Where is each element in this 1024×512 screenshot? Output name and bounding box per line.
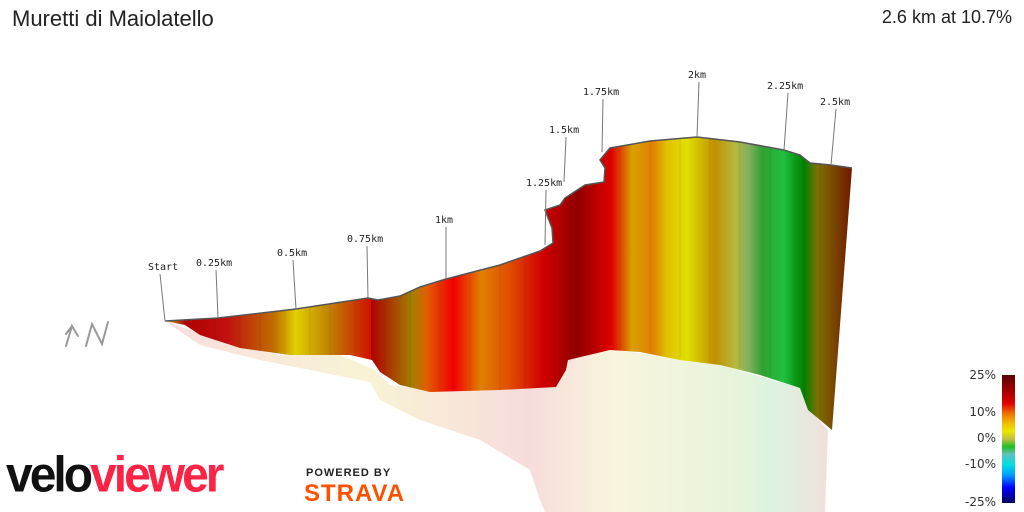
svg-text:1.25km: 1.25km (526, 178, 562, 189)
svg-text:1.75km: 1.75km (583, 87, 619, 98)
svg-text:-10%: -10% (965, 457, 996, 471)
svg-text:0.5km: 0.5km (277, 248, 307, 259)
ribbon-stripes (189, 138, 821, 420)
logo-viewer: viewer (90, 447, 224, 504)
marker-0-5km: 0.5km (277, 248, 307, 310)
strava-logo[interactable]: STRAVA (304, 480, 406, 507)
marker-2-5km: 2.5km (820, 97, 850, 166)
profile-ribbon (165, 137, 852, 430)
marker-2km: 2km (688, 70, 706, 138)
svg-text:1km: 1km (435, 215, 453, 226)
marker-start: Start (148, 262, 178, 322)
legend-color-bar (1002, 375, 1015, 503)
svg-text:10%: 10% (969, 405, 996, 419)
north-arrow-icon (65, 321, 109, 347)
svg-text:-25%: -25% (965, 495, 996, 509)
segment-summary: 2.6 km at 10.7% (881, 7, 1012, 27)
distance-markers: Start 0.25km 0.5km 0.75km 1km 1.25km 1.5… (148, 70, 850, 322)
profile-top-edge (164, 136, 853, 322)
marker-0-75km: 0.75km (347, 234, 383, 299)
svg-text:2km: 2km (688, 70, 706, 81)
marker-1-25km: 1.25km (526, 178, 562, 246)
svg-text:0.25km: 0.25km (196, 258, 232, 269)
marker-1km: 1km (435, 215, 453, 279)
svg-text:0.75km: 0.75km (347, 234, 383, 245)
marker-0-25km: 0.25km (196, 258, 232, 319)
marker-2-25km: 2.25km (767, 81, 803, 151)
svg-text:2.25km: 2.25km (767, 81, 803, 92)
veloviewer-logo[interactable]: veloviewer (6, 447, 224, 504)
gradient-legend: 25% 10% 0% -10% -25% (965, 368, 1015, 509)
marker-1-5km: 1.5km (549, 125, 579, 183)
svg-text:25%: 25% (969, 368, 996, 382)
svg-text:2.5km: 2.5km (820, 97, 850, 108)
profile-reflection (165, 321, 828, 512)
logo-velo: velo (6, 447, 93, 504)
svg-text:1.5km: 1.5km (549, 125, 579, 136)
svg-text:Start: Start (148, 262, 178, 273)
marker-1-75km: 1.75km (583, 87, 619, 153)
svg-text:0%: 0% (977, 431, 996, 445)
segment-title: Muretti di Maiolatello (12, 6, 214, 31)
powered-by-label: POWERED BY (306, 467, 392, 479)
